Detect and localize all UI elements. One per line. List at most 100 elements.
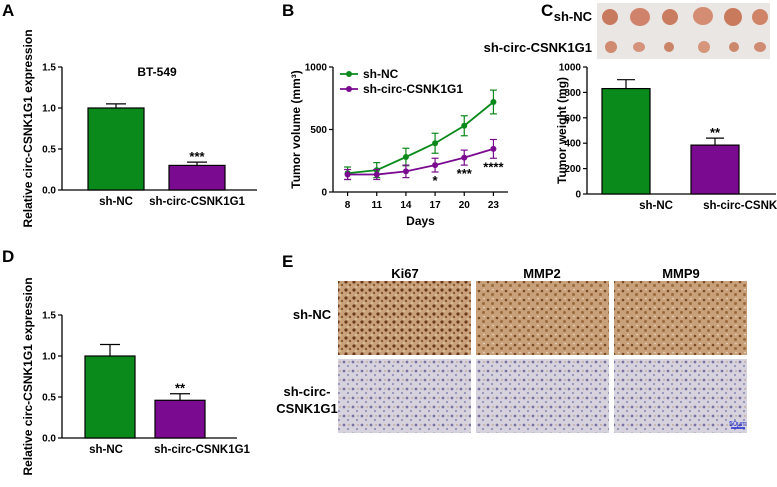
data-point — [432, 162, 439, 169]
data-point — [490, 145, 497, 152]
ihc-panel: Ki67 MMP2 MMP9 sh-NC sh-circ- CSNK1G1 50… — [276, 266, 747, 433]
data-point — [490, 99, 497, 105]
y-tick-label: 800 — [564, 88, 581, 99]
y-tick-label: 0 — [321, 188, 327, 199]
tumor-specimen — [633, 42, 645, 52]
y-tick-label: 1.5 — [42, 311, 56, 322]
ihc-column-mmp2: MMP2 — [523, 266, 561, 281]
ihc-row-label-sh-circ-line2: CSNK1G1 — [276, 401, 337, 416]
y-axis-title: Tumor weight (mg) — [555, 77, 569, 184]
bar-sh-nc — [84, 355, 136, 439]
y-axis-title: Relative circ-CSNK1G1 expression — [21, 277, 35, 475]
ihc-column-ki67: Ki67 — [391, 266, 418, 281]
y-tick-label: 0 — [575, 190, 581, 201]
significance-marker: ** — [710, 125, 721, 140]
category-label: sh-circ-CSNK1G1 — [703, 200, 777, 212]
tumor-specimen — [630, 8, 650, 26]
legend-marker — [346, 86, 352, 92]
legend-marker — [346, 71, 352, 77]
tumor-specimen — [605, 41, 617, 53]
significance-marker: ** — [175, 381, 186, 396]
photo-label-sh-circ: sh-circ-CSNK1G1 — [484, 40, 592, 55]
y-tick-label: 0.5 — [42, 145, 56, 156]
scale-bar-label: 50μm — [729, 421, 747, 428]
category-label: sh-NC — [639, 200, 673, 212]
data-point — [344, 171, 351, 178]
y-tick-label: 500 — [310, 125, 327, 136]
data-point — [402, 154, 409, 160]
ihc-row-label-sh-circ-line1: sh-circ- — [284, 384, 331, 399]
bar-sh-nc — [601, 87, 651, 195]
x-axis-title: Days — [406, 214, 435, 228]
y-tick-label: 1.5 — [42, 63, 56, 74]
ihc-image-mmp2-sh-circ — [476, 359, 609, 433]
legend-label: sh-NC — [363, 67, 399, 81]
y-tick-label: 1.0 — [42, 104, 56, 115]
significance-marker: *** — [189, 149, 205, 164]
tumor-specimen — [724, 8, 742, 26]
x-tick-label: 8 — [345, 200, 351, 211]
y-tick-label: 0.0 — [42, 186, 56, 197]
bar-sh-circ-csnk1g1 — [168, 164, 226, 191]
y-tick-label: 1000 — [559, 63, 582, 74]
y-tick-label: 0.0 — [42, 434, 56, 445]
x-tick-label: 14 — [400, 200, 412, 211]
y-tick-label: 600 — [564, 113, 581, 124]
tumor-specimen — [664, 42, 674, 52]
tumor-specimen — [752, 9, 768, 25]
chart-title: BT-549 — [137, 65, 177, 79]
series-line-sh-nc — [347, 101, 494, 175]
tumor-specimen — [754, 42, 766, 52]
panel-letter-e: E — [282, 252, 293, 271]
tumor-row-sh-nc — [602, 7, 768, 26]
ihc-column-mmp9: MMP9 — [662, 266, 700, 281]
significance-marker: *** — [457, 166, 473, 181]
category-label: sh-circ-CSNK1G1 — [154, 444, 250, 456]
data-point — [461, 154, 468, 161]
photo-label-sh-nc: sh-NC — [554, 9, 593, 24]
y-tick-label: 400 — [564, 139, 581, 150]
x-tick-label: 20 — [459, 200, 471, 211]
tumor-specimen — [662, 9, 678, 25]
data-point — [432, 140, 439, 147]
y-axis-title: Tumor volume (mm³) — [289, 70, 303, 188]
ihc-image-mmp9-sh-circ — [614, 359, 747, 433]
tumor-row-sh-circ — [605, 41, 766, 53]
panel-letter-c: C — [541, 1, 553, 20]
ihc-image-ki67-sh-nc — [338, 281, 471, 355]
data-point — [461, 122, 468, 129]
category-label: sh-NC — [99, 196, 133, 208]
x-tick-label: 23 — [488, 200, 500, 211]
x-tick-label: 17 — [430, 200, 442, 211]
panel-letter-d: D — [2, 247, 14, 266]
ihc-image-mmp9-sh-nc — [614, 281, 747, 355]
y-tick-label: 200 — [564, 164, 581, 175]
x-tick-label: 11 — [371, 200, 382, 211]
chart-d: 0.0 0.5 1.0 1.5 sh-NC ** sh-circ-CSNK1G1 Relati… — [21, 277, 251, 475]
panel-letter-a: A — [2, 1, 14, 20]
tumor-photo-background — [597, 3, 770, 59]
data-point — [402, 168, 409, 175]
series-line-sh-circ — [347, 148, 494, 176]
chart-c: 0 200 400 600 800 1000 sh-NC ** sh-circ-CSNK1G1 T… — [555, 63, 777, 213]
tumor-specimen — [729, 42, 739, 52]
y-tick-label: 1.0 — [42, 352, 56, 363]
y-tick-label: 0.5 — [42, 393, 56, 404]
panel-letter-b: B — [282, 1, 294, 20]
legend-label: sh-circ-CSNK1G1 — [363, 82, 463, 96]
ihc-image-ki67-sh-circ — [338, 359, 471, 433]
tumor-specimen — [602, 9, 618, 25]
significance-marker: * — [433, 173, 439, 188]
bar-sh-nc — [87, 107, 145, 191]
ihc-row-label-sh-nc: sh-NC — [293, 307, 332, 322]
category-label: sh-circ-CSNK1G1 — [149, 196, 245, 208]
chart-a: 0.0 0.5 1.0 1.5 sh-NC *** sh-circ-CSNK1G1 Relat… — [21, 29, 257, 228]
y-axis-title: Relative circ-CSNK1G1 expression — [21, 29, 35, 227]
bar-sh-circ-csnk1g1 — [690, 144, 740, 195]
y-tick-label: 1000 — [305, 63, 328, 74]
bar-sh-circ-csnk1g1 — [154, 399, 206, 439]
category-label: sh-NC — [89, 444, 123, 456]
tumor-specimen — [693, 7, 713, 25]
